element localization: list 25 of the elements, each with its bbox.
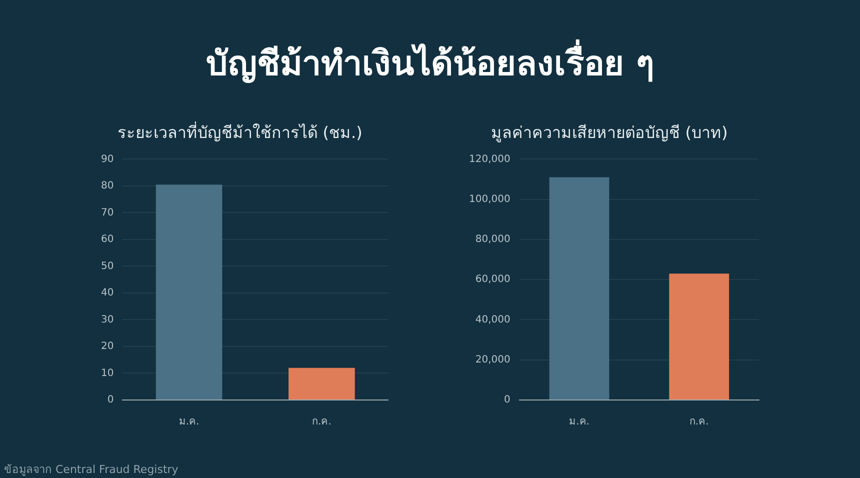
- chart-title: มูลค่าความเสียหายต่อบัญชี (บาท): [491, 122, 728, 143]
- x-tick-label: ก.ค.: [312, 416, 332, 428]
- y-tick-label: 20: [100, 341, 114, 352]
- text: บัญชีม้าทำเงินได้น้อยลงเรื่อย ๆ: [205, 40, 655, 86]
- x-tick-label: ม.ค.: [569, 416, 590, 428]
- y-tick-label: 60: [100, 234, 114, 246]
- y-tick-label: 0: [107, 394, 114, 406]
- y-tick-label: 120,000: [468, 154, 510, 165]
- y-tick-label: 20,000: [475, 354, 510, 366]
- y-tick-label: 60,000: [475, 274, 510, 286]
- text: ข้อมูลจาก Central Fraud Registry: [4, 463, 178, 477]
- chart-title: ระยะเวลาที่บัญชีม้าใช้การได้ (ชม.): [118, 120, 362, 142]
- y-tick-label: 0: [504, 394, 510, 406]
- y-tick-label: 40: [100, 288, 114, 299]
- y-tick-label: 90: [100, 154, 114, 165]
- y-tick-label: 30: [100, 314, 114, 326]
- x-tick-label: ก.ค.: [689, 416, 709, 428]
- y-tick-label: 40,000: [475, 314, 510, 326]
- y-tick-label: 10: [100, 368, 114, 379]
- y-tick-label: 80: [100, 180, 114, 192]
- y-tick-label: 50: [100, 260, 114, 272]
- y-tick-label: 100,000: [468, 194, 510, 205]
- x-tick-label: ม.ค.: [178, 416, 200, 428]
- y-tick-label: 70: [100, 207, 114, 218]
- y-tick-label: 80,000: [475, 234, 510, 246]
